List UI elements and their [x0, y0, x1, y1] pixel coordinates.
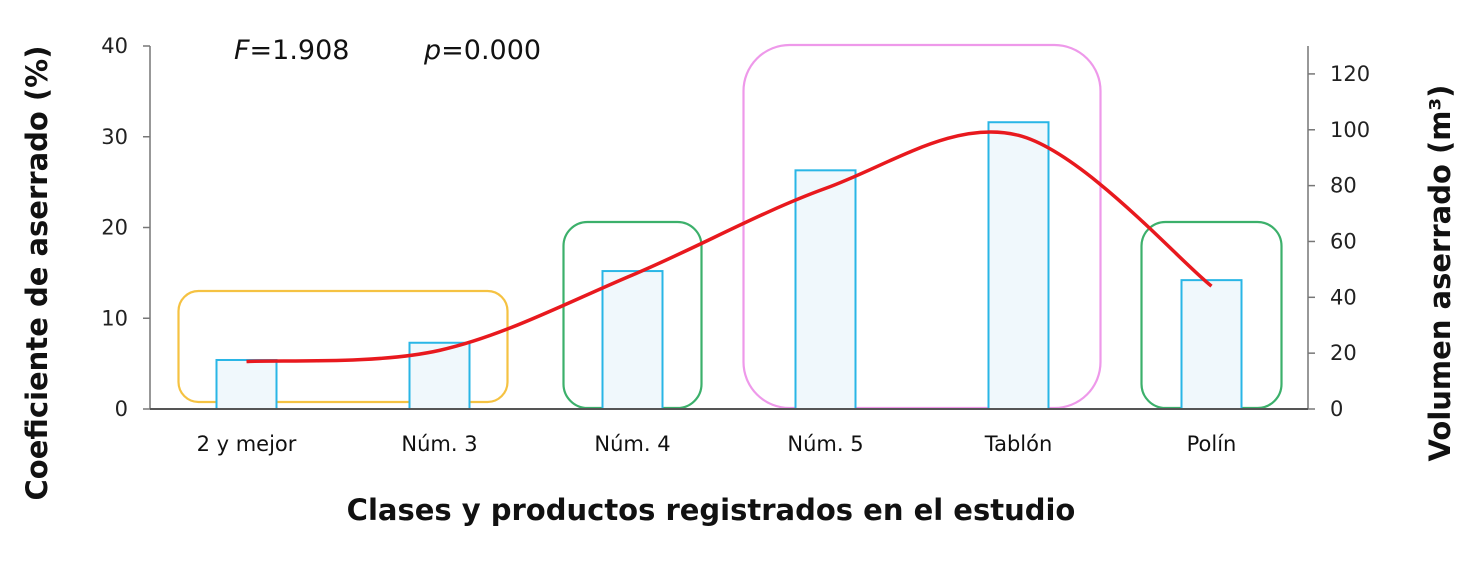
category-label-num-5: Núm. 5 [787, 432, 863, 456]
right-y-ticks: 0 20 40 60 80 100 120 [1308, 62, 1370, 421]
left-tick-label: 40 [101, 34, 128, 58]
right-tick-label: 100 [1330, 118, 1370, 142]
bar-tablon [987, 121, 1050, 410]
right-tick-label: 20 [1330, 341, 1357, 365]
category-label-num-4: Núm. 4 [594, 432, 670, 456]
left-tick-label: 0 [115, 397, 128, 421]
category-label-polin: Polín [1187, 432, 1237, 456]
p-value: p=0.000 [423, 35, 541, 66]
bar-num-5 [794, 169, 857, 410]
left-tick-label: 30 [101, 125, 128, 149]
f-statistic-label: F [234, 35, 250, 66]
p-value-label: p [423, 35, 441, 66]
volume-line [246, 130, 1213, 364]
bar-polin [1180, 279, 1243, 411]
f-statistic: F=1.908 [234, 35, 349, 66]
right-tick-label: 120 [1330, 62, 1370, 86]
right-tick-label: 0 [1330, 397, 1343, 421]
right-y-axis-title: Volumen aserrado (m³) [1423, 85, 1457, 462]
f-statistic-value: =1.908 [250, 35, 350, 66]
bar-num-4 [601, 270, 664, 410]
x-axis-title: Clases y productos registrados en el est… [347, 493, 1076, 527]
category-label-tablon: Tablón [984, 432, 1053, 456]
category-label-2-y-mejor: 2 y mejor [197, 432, 297, 456]
right-tick-label: 80 [1330, 174, 1357, 198]
bar-2-y-mejor [215, 358, 278, 410]
right-tick-label: 60 [1330, 229, 1357, 253]
left-tick-label: 20 [101, 216, 128, 240]
left-y-ticks: 0 10 20 30 40 [101, 34, 150, 421]
bars [215, 121, 1243, 411]
right-tick-label: 40 [1330, 285, 1357, 309]
category-labels: 2 y mejor Núm. 3 Núm. 4 Núm. 5 Tablón Polín [197, 432, 1237, 456]
left-y-axis-title: Coeficiente de aserrado (%) [20, 46, 54, 501]
group-boxes [177, 43, 1283, 410]
group-box-1 [177, 289, 509, 404]
left-tick-label: 10 [101, 306, 128, 330]
category-label-num-3: Núm. 3 [401, 432, 477, 456]
p-value-value: =0.000 [441, 35, 541, 66]
